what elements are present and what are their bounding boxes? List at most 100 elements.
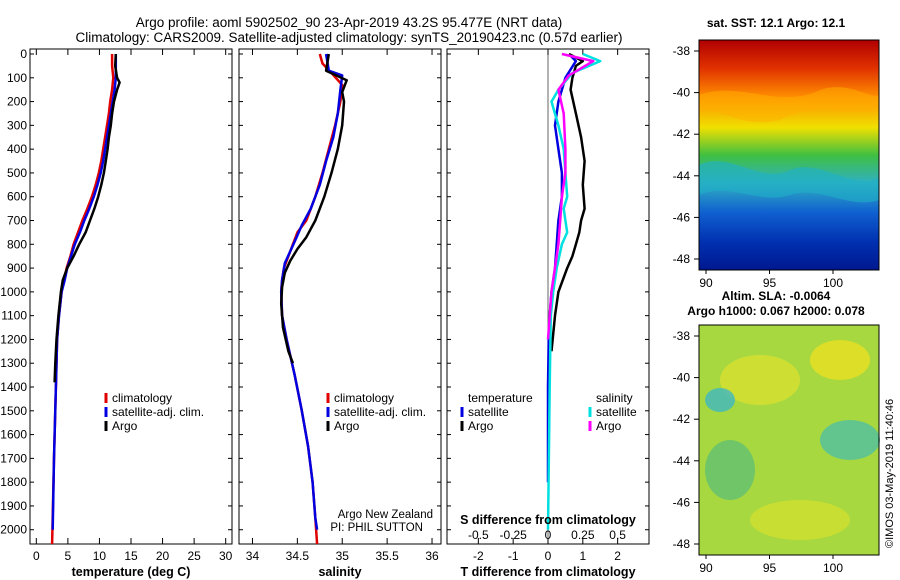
- x-tick-label: 0: [33, 549, 40, 563]
- depth-tick-label: 1300: [0, 356, 27, 370]
- map-y-tick-label: -40: [673, 371, 691, 385]
- depth-tick-label: 1500: [0, 404, 27, 418]
- salinity-axis-label: salinity: [318, 565, 361, 579]
- map-y-tick-label: -38: [673, 44, 691, 58]
- x-tick-label: 1: [579, 549, 586, 563]
- x-tick-label: 0: [545, 549, 552, 563]
- map-x-tick-label: 100: [823, 276, 843, 290]
- legend-label: Argo: [334, 419, 360, 433]
- sst-map-frame: [698, 39, 880, 271]
- depth-tick-label: 2000: [0, 523, 27, 537]
- temperature-series: [50, 53, 121, 545]
- credit-line-1: Argo New Zealand: [338, 509, 433, 521]
- x-tick-label: -1: [508, 549, 519, 563]
- credit-line-2: PI: PHIL SUTTON: [330, 522, 423, 534]
- salinity-x-axis: 34 34.5 35 35.5 36: [246, 49, 439, 563]
- map-x-tick-label: 90: [699, 276, 713, 290]
- legend-label: climatology: [112, 391, 172, 405]
- series-line-salinity-argo: [546, 52, 595, 340]
- depth-tick-label: 100: [7, 71, 27, 85]
- s-diff-tick-label: 0.25: [571, 528, 595, 542]
- x-tick-label: 34.5: [286, 549, 310, 563]
- legend-label: satellite: [596, 405, 637, 419]
- s-diff-tick-label: 0.5: [609, 528, 626, 542]
- map-top-title: sat. SST: 12.1 Argo: 12.1: [707, 16, 846, 30]
- temperature-axis-label: temperature (deg C): [72, 565, 191, 579]
- x-tick-label: 30: [219, 549, 233, 563]
- salinity-series: [279, 53, 348, 545]
- legend-label: Argo: [468, 419, 494, 433]
- depth-tick-label: 1200: [0, 332, 27, 346]
- sla-map-frame: [698, 324, 880, 556]
- salinity-panel-frame: [238, 48, 442, 545]
- legend-label: Argo: [596, 419, 622, 433]
- map-y-tick-label: -46: [673, 210, 691, 224]
- s-diff-tick-label: -0.5: [468, 528, 489, 542]
- imos-watermark: ©IMOS 03-May-2019 11:40:46: [884, 399, 896, 548]
- map-y-tick-label: -46: [673, 495, 691, 509]
- map-x-tick-label: 100: [823, 561, 843, 575]
- t-difference-x-axis: -2 -1 0 1 2: [473, 49, 621, 563]
- map-y-tick-label: -42: [673, 412, 691, 426]
- series-line-argo: [279, 53, 348, 364]
- x-tick-label: 35: [336, 549, 350, 563]
- depth-tick-label: 600: [7, 190, 27, 204]
- legend-label: Argo: [112, 419, 138, 433]
- depth-tick-label: 1000: [0, 285, 27, 299]
- map-x-tick-label: 95: [763, 276, 777, 290]
- x-tick-label: 2: [614, 549, 621, 563]
- map-x-tick-label: 95: [763, 561, 777, 575]
- legend-title-temperature: temperature: [468, 391, 533, 405]
- depth-tick-label: 1800: [0, 475, 27, 489]
- depth-tick-label: 0: [20, 47, 27, 61]
- x-tick-label: 25: [187, 549, 201, 563]
- depth-tick-label: 1100: [1, 309, 27, 323]
- sst-map: [698, 39, 880, 271]
- sst-map-axes: -38 -40 -42 -44 -46 -48 90 95 100: [673, 44, 844, 290]
- depth-tick-label: 1400: [0, 380, 27, 394]
- series-line-satellite-adj-clim-: [279, 53, 344, 530]
- x-tick-label: 36: [425, 549, 439, 563]
- depth-tick-label: 300: [7, 118, 27, 132]
- header-line-1: Argo profile: aoml 5902502_90 23-Apr-201…: [136, 15, 563, 30]
- depth-tick-label: 400: [7, 142, 27, 156]
- x-tick-label: 5: [65, 549, 72, 563]
- x-tick-label: 34: [246, 549, 260, 563]
- legend-label: satellite-adj. clim.: [112, 405, 204, 419]
- depth-tick-label: 1700: [0, 451, 27, 465]
- temperature-legend: climatology satellite-adj. clim. Argo: [104, 391, 204, 433]
- depth-tick-label: 1900: [0, 499, 27, 513]
- depth-tick-label: 700: [7, 214, 27, 228]
- difference-series: [546, 52, 602, 530]
- depth-tick-label: 1600: [0, 428, 27, 442]
- s-diff-tick-label: 0: [545, 528, 552, 542]
- map-y-tick-label: -42: [673, 127, 691, 141]
- depth-tick-label: 900: [7, 261, 27, 275]
- x-tick-label: 15: [124, 549, 138, 563]
- legend-title-salinity: salinity: [596, 391, 633, 405]
- map-y-tick-label: -40: [673, 86, 691, 100]
- header-line-2: Climatology: CARS2009. Satellite-adjuste…: [75, 30, 622, 45]
- difference-legend: temperature satellite Argo salinity sate…: [460, 391, 637, 433]
- x-tick-label: 20: [156, 549, 170, 563]
- depth-tick-label: 200: [7, 95, 27, 109]
- legend-label: satellite: [468, 405, 509, 419]
- s-diff-tick-label: -0.25: [499, 528, 527, 542]
- temperature-x-axis: 0 5 10 15 20 25 30: [33, 49, 233, 563]
- map-y-tick-label: -38: [673, 329, 691, 343]
- sla-map-axes: -38 -40 -42 -44 -46 -48 90 95 100: [673, 329, 844, 575]
- depth-axis: 0 100 200 300 400 500 600 700 800 900 1000 1100 1200…: [0, 47, 649, 537]
- sst-map-image: [699, 40, 879, 270]
- salinity-legend: climatology satellite-adj. clim. Argo: [326, 391, 426, 433]
- map-bottom-title-1: Altim. SLA: -0.0064: [722, 289, 831, 303]
- depth-tick-label: 500: [7, 166, 27, 180]
- t-difference-axis-label: T difference from climatology: [460, 565, 635, 579]
- map-y-tick-label: -44: [673, 169, 691, 183]
- legend-label: climatology: [334, 391, 394, 405]
- sla-map: [698, 324, 880, 556]
- temperature-panel-frame: [29, 48, 233, 545]
- legend-label: satellite-adj. clim.: [334, 405, 426, 419]
- series-line-temperature-argo: [550, 52, 586, 352]
- s-difference-axis-label: S difference from climatology: [460, 513, 636, 527]
